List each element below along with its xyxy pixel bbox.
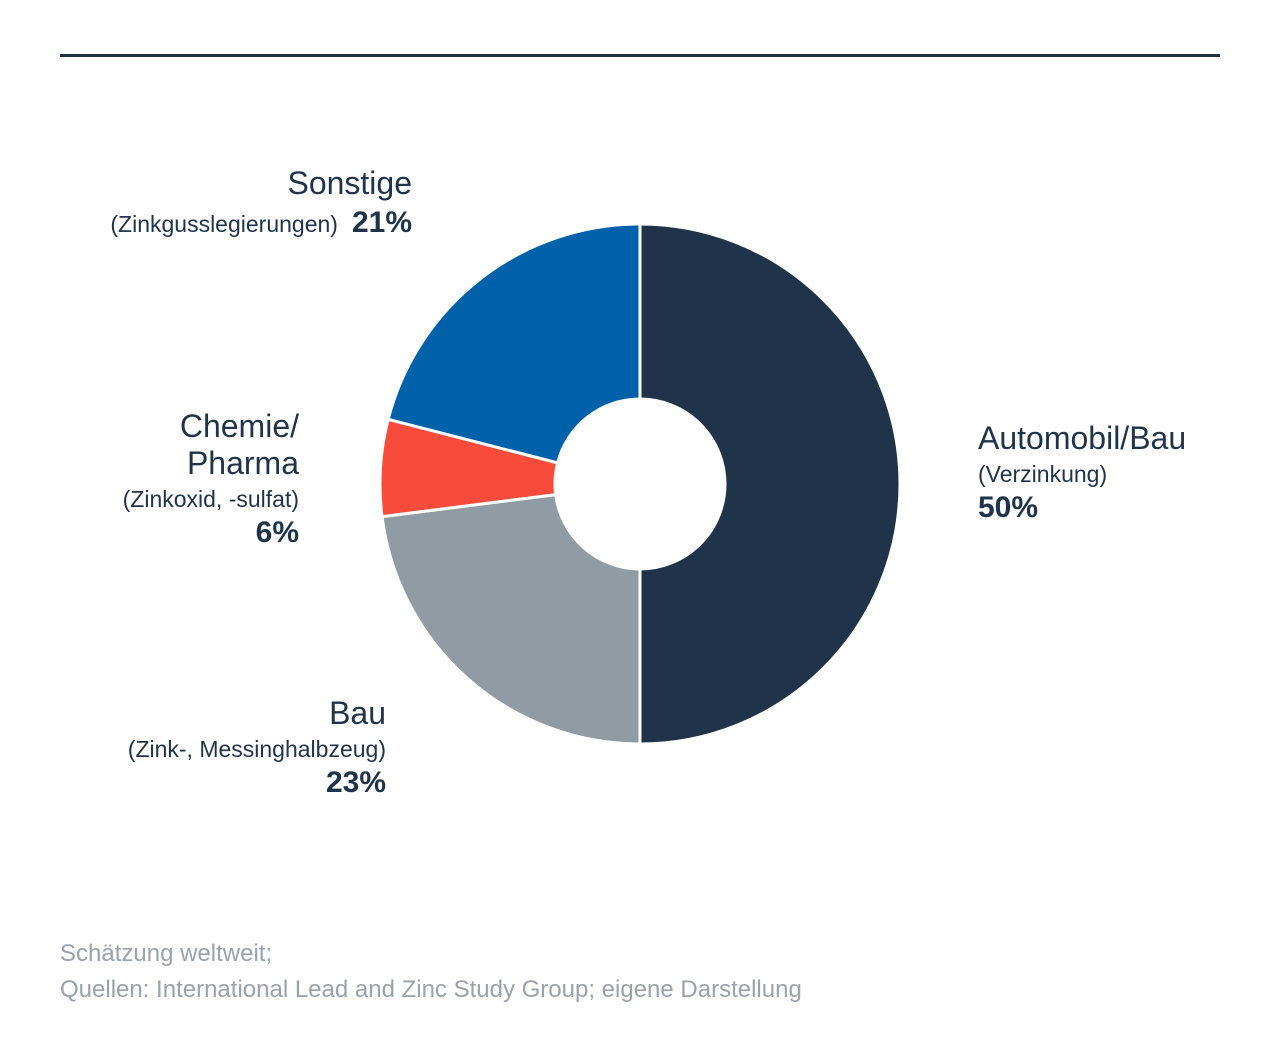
footnote-line-1: Schätzung weltweit; [60, 940, 273, 967]
slice-name-chemie-line1: Chemie/ [179, 408, 299, 444]
footnote-line-2: Quellen: International Lead and Zinc Stu… [60, 976, 802, 1003]
slice-sonstige [386, 222, 642, 465]
top-rule [60, 54, 1220, 57]
slice-value-automobil-bau: 50% [978, 491, 1039, 525]
slice-automobil-bau [638, 222, 902, 746]
slice-label-bau: Bau (Zink-, Messinghalbzeug) 23% [128, 695, 386, 801]
slice-label-automobil-bau: Automobil/Bau (Verzinkung) 50% [978, 420, 1186, 526]
slice-detail-automobil-bau: (Verzinkung) [978, 460, 1108, 487]
slice-label-sonstige: Sonstige (Zinkgusslegierungen) 21% [110, 165, 412, 240]
slice-detail-sonstige: (Zinkgusslegierungen) 21% [110, 206, 412, 241]
slice-detail-chemie-pharma: (Zinkoxid, -sulfat) [122, 485, 299, 512]
slice-name-sonstige: Sonstige [287, 165, 412, 201]
slice-detail-bau: (Zink-, Messinghalbzeug) [127, 735, 386, 762]
footnote: Schätzung weltweit; Quellen: Internation… [60, 936, 802, 1008]
slice-label-chemie-pharma: Chemie/ Pharma (Zinkoxid, -sulfat) 6% [123, 408, 299, 551]
donut-slices [378, 222, 902, 746]
slice-name-automobil-bau: Automobil/Bau [978, 420, 1187, 456]
slice-value-sonstige: 21% [351, 205, 412, 239]
slice-detail-text-sonstige: (Zinkgusslegierungen) [110, 210, 338, 237]
slice-value-bau: 23% [325, 766, 386, 800]
slice-bau [380, 492, 642, 746]
slice-name-bau: Bau [329, 695, 386, 731]
slice-value-chemie-pharma: 6% [255, 516, 299, 550]
slice-name-chemie-line2: Pharma [186, 444, 299, 481]
